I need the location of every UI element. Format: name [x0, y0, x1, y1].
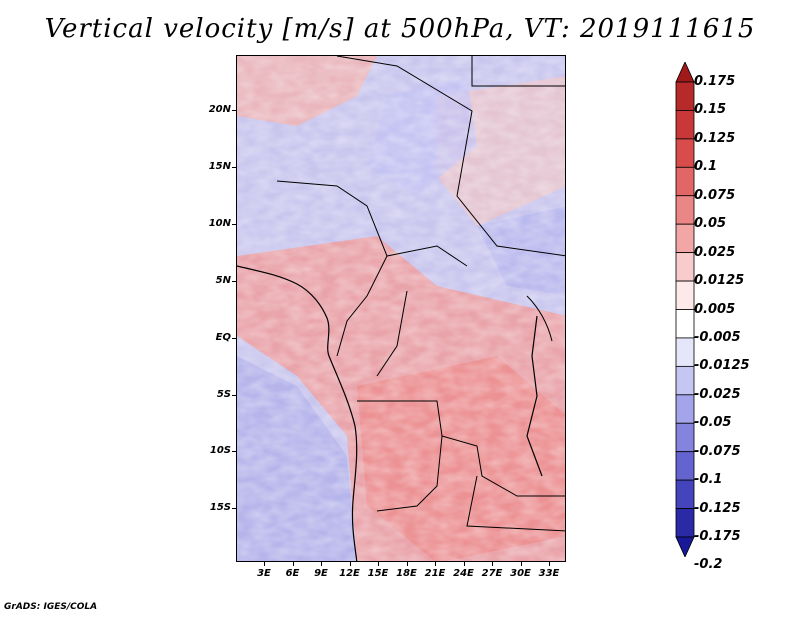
colorbar-label: -0.025 — [694, 386, 741, 402]
lon-tick — [435, 562, 436, 566]
colorbar-segment — [675, 508, 695, 538]
lon-label: 24E — [453, 568, 474, 579]
lon-tick — [549, 562, 550, 566]
colorbar-segment — [675, 479, 695, 509]
lat-label: 5N — [215, 274, 231, 286]
colorbar-label: 0.15 — [694, 102, 727, 118]
lat-tick — [232, 337, 236, 339]
colorbar-label: -0.2 — [694, 557, 723, 573]
lon-label: 33E — [538, 568, 560, 579]
lat-tick — [232, 508, 236, 510]
colorbar — [675, 62, 695, 557]
colorbar-label: 0.075 — [694, 187, 736, 203]
lon-label: 21E — [424, 568, 446, 579]
colorbar-segment — [675, 166, 695, 197]
colorbar-segment — [675, 110, 695, 140]
lat-label: 15N — [208, 160, 231, 172]
colorbar-segment — [675, 422, 695, 453]
lon-label: 15E — [367, 568, 389, 579]
lat-label: 10S — [209, 445, 231, 457]
lon-label: 27E — [481, 568, 503, 579]
colorbar-label: -0.005 — [694, 329, 741, 345]
lon-tick — [292, 562, 294, 566]
colorbar-label: -0.0125 — [694, 358, 750, 374]
vertical-velocity-field — [237, 56, 565, 561]
colorbar-segment — [675, 62, 695, 83]
colorbar-segment — [675, 337, 695, 367]
colorbar-segment — [675, 309, 695, 339]
lon-label: 6E — [285, 568, 300, 579]
lat-label: 15S — [209, 502, 231, 514]
grads-credit: GrADS: IGES/COLA — [4, 602, 98, 612]
lat-tick — [232, 110, 236, 111]
colorbar-segment — [675, 195, 695, 225]
colorbar-label: 0.175 — [694, 74, 736, 89]
colorbar-label: 0.0125 — [694, 273, 745, 289]
lat-tick — [232, 166, 236, 168]
colorbar-segment — [675, 138, 695, 168]
lat-tick — [232, 223, 236, 225]
colorbar-label: 0.05 — [694, 216, 727, 232]
coastline — [237, 265, 358, 561]
colorbar-label: 0.125 — [694, 130, 736, 146]
lon-tick — [492, 562, 493, 566]
map-panel — [236, 55, 566, 562]
lat-label: EQ — [215, 331, 231, 343]
colorbar-segment — [675, 223, 695, 254]
lon-tick — [321, 562, 322, 566]
colorbar-segment — [675, 365, 695, 396]
colorbar-segment — [675, 394, 695, 424]
lat-tick — [232, 394, 236, 396]
colorbar-label: 0.1 — [694, 159, 718, 175]
lon-label: 30E — [510, 568, 531, 579]
lon-label: 9E — [314, 568, 328, 579]
colorbar-label: -0.175 — [694, 529, 741, 544]
colorbar-label: -0.125 — [694, 500, 741, 516]
colorbar-label: -0.05 — [694, 415, 732, 431]
lat-tick — [232, 451, 236, 453]
lon-tick — [406, 562, 408, 566]
lon-tick — [349, 562, 351, 566]
lat-label: 20N — [208, 104, 231, 115]
lon-label: 12E — [339, 568, 360, 579]
lon-tick — [264, 562, 265, 566]
lon-label: 18E — [396, 568, 417, 579]
colorbar-label: -0.1 — [694, 472, 723, 488]
lon-label: 3E — [257, 568, 271, 579]
colorbar-segment — [675, 280, 695, 310]
colorbar-segment — [675, 536, 695, 557]
lon-tick — [378, 562, 379, 566]
colorbar-segment — [675, 451, 695, 481]
colorbar-label: -0.075 — [694, 443, 741, 459]
lon-tick — [520, 562, 522, 566]
lat-tick — [232, 280, 236, 282]
chart-title: Vertical velocity [m/s] at 500hPa, VT: 2… — [44, 14, 756, 44]
lat-label: 5S — [216, 388, 231, 400]
lon-tick — [463, 562, 465, 566]
colorbar-label: 0.025 — [694, 244, 736, 260]
colorbar-segment — [675, 252, 695, 282]
colorbar-label: 0.005 — [694, 301, 736, 317]
colorbar-segment — [675, 81, 695, 111]
lat-label: 10N — [208, 217, 231, 229]
